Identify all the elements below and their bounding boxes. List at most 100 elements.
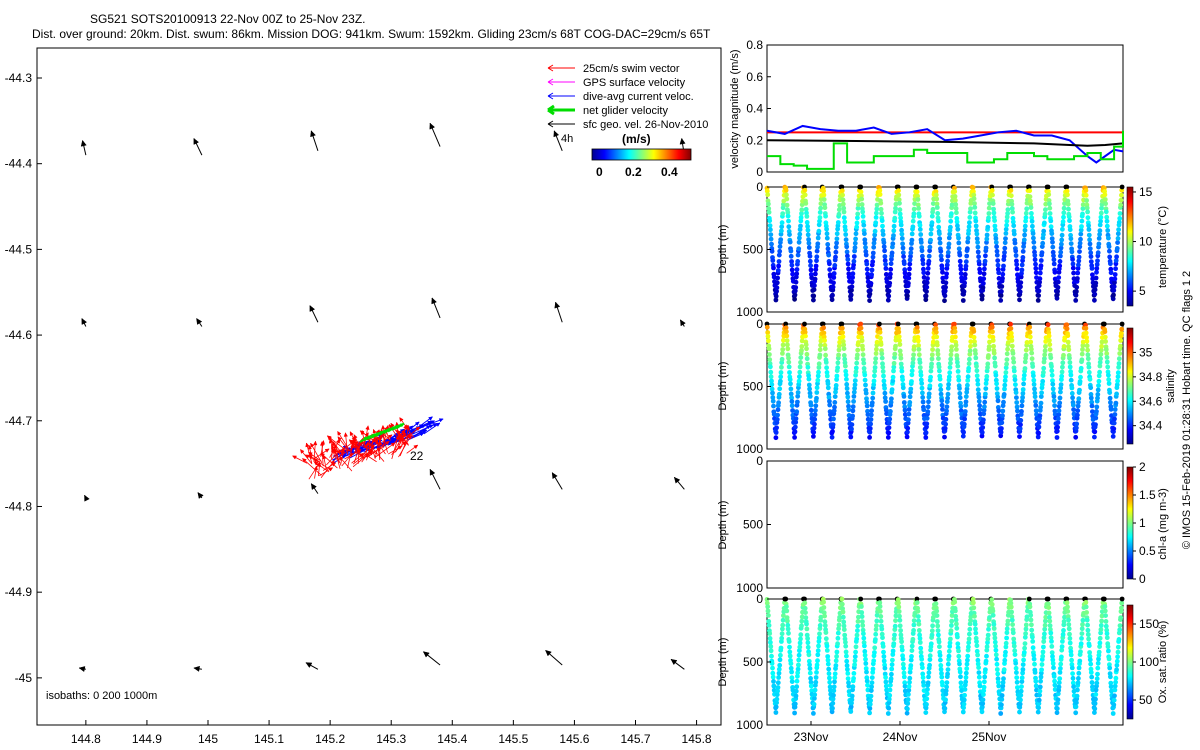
profile-point	[835, 220, 841, 225]
profile-point	[1069, 249, 1075, 255]
profile-point	[787, 649, 793, 655]
profile-point	[923, 293, 929, 299]
profile-point	[1033, 261, 1038, 267]
profile-point	[984, 653, 989, 659]
profile-point	[823, 636, 829, 642]
profile-point	[1010, 219, 1016, 225]
profile-point	[767, 352, 772, 357]
profile-point	[923, 705, 929, 711]
geo-vector-head	[679, 137, 686, 145]
geo-vector-head	[310, 130, 316, 138]
profile-point	[979, 433, 985, 439]
depth-ytick-label: 1000	[736, 305, 763, 319]
swim-vector	[399, 417, 415, 439]
profile-point	[1075, 680, 1081, 686]
geo-vector-head	[429, 468, 436, 476]
profile-point	[1070, 675, 1076, 681]
profile-point	[868, 417, 874, 422]
profile-point	[830, 429, 835, 434]
profile-point	[1067, 360, 1073, 365]
geo-vector-head	[197, 492, 204, 499]
profile-point	[945, 258, 950, 264]
profile-point	[831, 684, 837, 690]
profile-point	[1108, 680, 1114, 686]
profile-point	[844, 244, 850, 250]
profile-point	[851, 258, 857, 264]
profile-point	[815, 648, 821, 654]
profile-point	[807, 258, 813, 264]
profile-point	[865, 682, 870, 688]
profile-point	[872, 368, 878, 374]
profile-point	[764, 600, 770, 606]
profile-point	[814, 258, 819, 264]
profile-point	[1003, 236, 1008, 242]
profile-point	[886, 696, 892, 702]
oxygen-colorbar-label: Ox. sat. ratio (%)	[1157, 621, 1169, 704]
profile-point	[1012, 377, 1018, 383]
profile-point	[874, 206, 880, 212]
profile-point	[975, 249, 981, 255]
profile-point	[1095, 665, 1101, 671]
profile-point	[1102, 197, 1108, 202]
profile-point	[1008, 604, 1014, 610]
profile-point	[788, 248, 794, 254]
swim-vector-head	[292, 455, 297, 460]
profile-point	[844, 249, 850, 255]
profile-point	[1059, 644, 1065, 649]
profile-point	[1114, 382, 1120, 388]
profile-point	[1097, 232, 1102, 237]
profile-point	[937, 653, 943, 658]
profile-point	[877, 192, 883, 197]
profile-point	[824, 226, 829, 232]
profile-point	[923, 297, 929, 303]
profile-point	[976, 398, 982, 404]
profile-point	[1049, 231, 1055, 237]
profile-point	[869, 400, 875, 406]
profile-point	[868, 688, 874, 693]
profile-point	[962, 275, 968, 281]
profile-point	[896, 609, 902, 614]
profile-point	[841, 353, 847, 358]
velocity-ylabel: velocity magnitude (m/s)	[729, 49, 741, 168]
salinity-colorbar-label: salinity	[1165, 369, 1177, 403]
profile-point	[907, 675, 913, 681]
profile-point	[786, 364, 792, 370]
profile-point	[1112, 416, 1117, 422]
profile-point	[792, 429, 798, 435]
profile-point	[1037, 692, 1042, 698]
map-panel: 144.8 144.9 145 145.1 145.2 145.3 145.4 145.5 14…	[5, 47, 722, 746]
profile-point	[843, 372, 849, 378]
profile-point	[1064, 184, 1070, 190]
profile-point	[962, 692, 967, 698]
map-xtick-label: 145.2	[315, 732, 345, 746]
profile-point	[843, 643, 849, 649]
profile-point	[860, 623, 866, 628]
profile-point	[942, 434, 947, 440]
profile-point	[900, 661, 906, 667]
map-xtick-label: 145.4	[437, 732, 467, 746]
profile-point	[1000, 403, 1006, 409]
profile-point	[883, 261, 888, 267]
profile-point	[1075, 276, 1080, 281]
profile-point	[808, 683, 814, 689]
profile-point	[881, 649, 886, 655]
profile-point	[895, 321, 901, 327]
profile-point	[869, 675, 875, 680]
profile-point	[822, 346, 828, 352]
profile-point	[799, 623, 804, 629]
profile-point	[831, 280, 836, 286]
profile-point	[917, 640, 923, 645]
profile-point	[802, 329, 808, 335]
profile-point	[844, 653, 849, 659]
profile-point	[767, 223, 773, 229]
profile-point	[812, 687, 818, 693]
profile-point	[870, 390, 876, 396]
profile-point	[833, 383, 839, 388]
profile-point	[926, 399, 931, 405]
profile-point	[906, 407, 912, 412]
profile-point	[967, 626, 973, 632]
profile-point	[1076, 670, 1082, 676]
profile-point	[1019, 679, 1025, 684]
